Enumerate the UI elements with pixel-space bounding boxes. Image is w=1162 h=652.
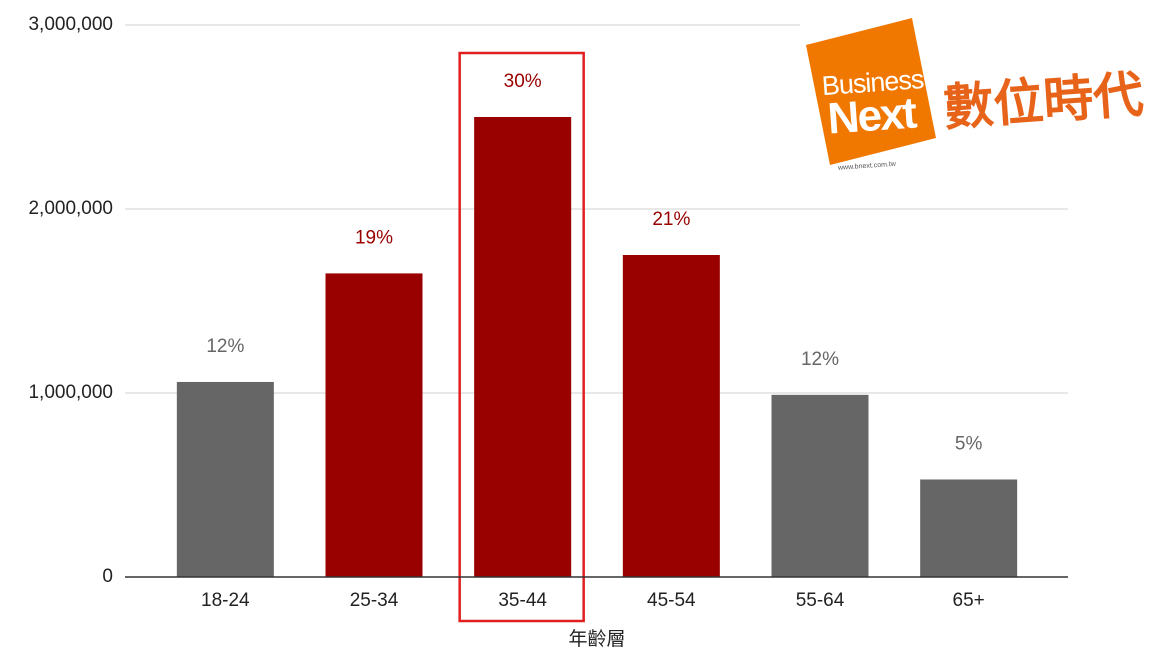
logo-url: www.bnext.com.tw [837, 161, 897, 172]
bar [920, 479, 1018, 577]
share-label: 30% [504, 71, 542, 92]
share-label: 19% [355, 227, 393, 248]
bar [622, 255, 720, 577]
logo-square [806, 18, 936, 165]
y-tick-label: 0 [102, 566, 113, 587]
x-tick-label: 18-24 [201, 590, 250, 611]
share-label: 12% [206, 336, 244, 357]
y-tick-label: 3,000,000 [28, 14, 113, 35]
logo-line1: Business [821, 64, 925, 101]
bar [325, 273, 423, 577]
y-tick-label: 2,000,000 [28, 198, 113, 219]
x-tick-label: 55-64 [796, 590, 845, 611]
y-tick-label: 1,000,000 [28, 382, 113, 403]
highlight-box [458, 51, 585, 623]
x-axis-title: 年齡層 [568, 628, 625, 650]
bar [771, 394, 869, 577]
x-tick-label: 65+ [953, 590, 985, 611]
logo-line2: Next [826, 88, 919, 143]
share-label: 12% [801, 349, 839, 370]
share-label: 5% [955, 433, 983, 454]
share-label: 21% [652, 209, 690, 230]
x-tick-label: 25-34 [350, 590, 399, 611]
bar [474, 117, 572, 577]
x-tick-label: 45-54 [647, 590, 696, 611]
logo-chinese: 數位時代 [942, 66, 1145, 136]
bar [176, 381, 274, 577]
x-tick-label: 35-44 [498, 590, 547, 611]
